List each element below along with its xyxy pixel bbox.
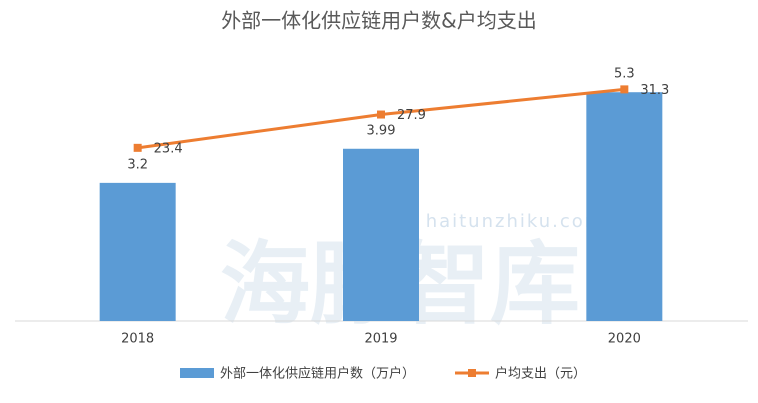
bar — [586, 92, 663, 321]
line-value-label: 31.3 — [640, 83, 669, 98]
line-marker — [377, 110, 385, 119]
bar-value-label: 3.2 — [127, 157, 148, 172]
legend-label: 户均支出（元） — [495, 366, 586, 382]
line-marker — [620, 85, 629, 94]
bar — [99, 182, 176, 321]
x-tick-label: 2019 — [364, 332, 397, 347]
line-marker — [133, 143, 142, 152]
bar-value-label: 5.3 — [614, 67, 635, 82]
watermark-url: haitunzhiku.com — [426, 211, 605, 232]
x-tick-label: 2020 — [608, 332, 641, 347]
line-value-label: 27.9 — [397, 108, 426, 123]
chart-title: 外部一体化供应链用户数&户均支出 — [221, 9, 537, 33]
legend-swatch — [180, 368, 214, 378]
line-value-label: 23.4 — [154, 141, 183, 156]
legend-swatch — [468, 369, 476, 377]
bar — [343, 148, 419, 321]
x-tick-label: 2018 — [121, 332, 154, 347]
legend-label: 外部一体化供应链用户数（万户） — [220, 366, 415, 382]
line — [137, 87, 625, 150]
bar-value-label: 3.99 — [367, 123, 396, 138]
